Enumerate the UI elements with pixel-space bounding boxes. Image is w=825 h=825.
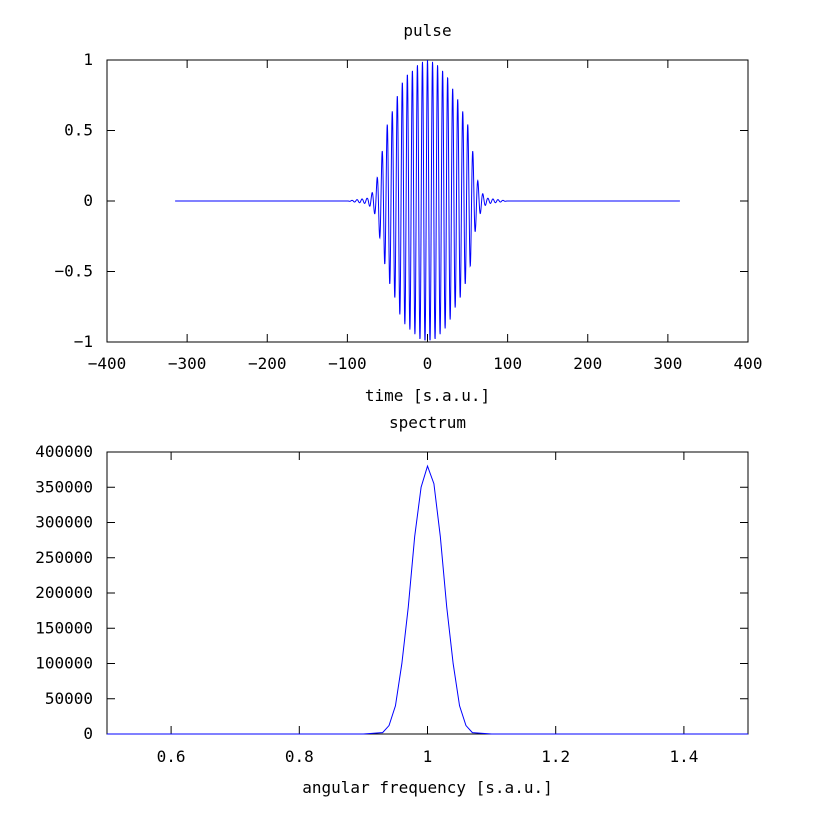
pulse-x-tick-label: 100 — [493, 354, 522, 373]
pulse-x-tick-label: −300 — [168, 354, 207, 373]
pulse-y-tick-label: 0 — [83, 191, 93, 210]
spectrum-x-tick-label: 1.4 — [669, 747, 698, 766]
spectrum-y-tick-label: 150000 — [35, 618, 93, 637]
pulse-x-tick-label: 200 — [573, 354, 602, 373]
spectrum-x-tick-label: 0.6 — [157, 747, 186, 766]
pulse-x-tick-label: 300 — [653, 354, 682, 373]
pulse-chart-title: pulse — [403, 21, 451, 40]
pulse-x-tick-label: 400 — [734, 354, 763, 373]
pulse-x-axis-label: time [s.a.u.] — [365, 386, 490, 405]
spectrum-y-tick-label: 400000 — [35, 442, 93, 461]
pulse-x-tick-label: −400 — [88, 354, 127, 373]
spectrum-series-line — [107, 464, 748, 735]
spectrum-chart-panel: spectrum 0.6 0.8 1 1.2 1.4 400000 350000 300000 2… — [35, 413, 749, 797]
spectrum-x-tick-label: 1.2 — [541, 747, 570, 766]
pulse-x-tick-label: −100 — [328, 354, 367, 373]
pulse-y-tick-label: −1 — [74, 332, 93, 351]
spectrum-plot-frame — [106, 451, 749, 735]
pulse-x-tick-label: −200 — [248, 354, 287, 373]
spectrum-y-tick-label: 100000 — [35, 654, 93, 673]
spectrum-y-tick-label: 50000 — [45, 689, 93, 708]
pulse-y-tick-label: 0.5 — [64, 121, 93, 140]
pulse-y-tick-label: 1 — [83, 50, 93, 69]
pulse-chart-panel: pulse −400 −300 −200 −100 0 100 200 300 400 1 0.5 0 −… — [54, 21, 762, 405]
spectrum-x-axis-label: angular frequency [s.a.u.] — [302, 778, 552, 797]
spectrum-chart-title: spectrum — [389, 413, 466, 432]
pulse-series-line — [175, 59, 680, 341]
spectrum-x-tick-label: 1 — [423, 747, 433, 766]
spectrum-y-tick-label: 300000 — [35, 513, 93, 532]
pulse-y-tick-label: −0.5 — [54, 262, 93, 281]
spectrum-y-tick-label: 0 — [83, 724, 93, 743]
spectrum-x-tick-label: 0.8 — [285, 747, 314, 766]
pulse-x-tick-label: 0 — [423, 354, 433, 373]
spectrum-y-tick-label: 200000 — [35, 583, 93, 602]
spectrum-y-tick-label: 350000 — [35, 477, 93, 496]
spectrum-y-tick-label: 250000 — [35, 548, 93, 567]
